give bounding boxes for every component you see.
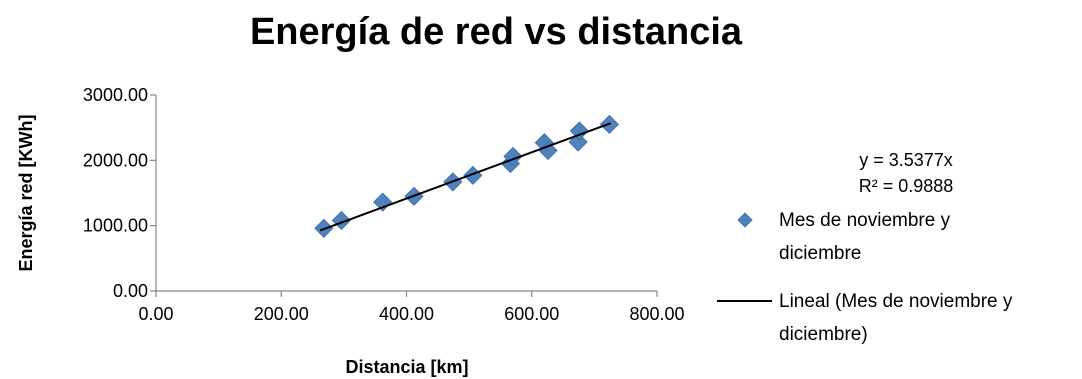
legend-marker-diamond (737, 212, 753, 228)
legend-label-series: diciembre (779, 243, 861, 264)
x-tick-label: 800.00 (629, 304, 684, 324)
trendline-r-squared: R² = 0.9888 (859, 176, 954, 196)
data-point (373, 192, 393, 212)
legend: Mes de noviembre y diciembre Lineal (Mes d… (717, 210, 1013, 345)
x-tick-label: 600.00 (504, 304, 559, 324)
x-axis-title: Distancia [km] (345, 357, 468, 377)
x-tick-label: 400.00 (379, 304, 434, 324)
legend-label-trendline: Lineal (Mes de noviembre y (779, 291, 1013, 312)
legend-label-series: Mes de noviembre y (779, 210, 951, 231)
x-tick-label: 0.00 (138, 304, 173, 324)
y-tick-label: 3000.00 (83, 85, 148, 105)
y-tick-label: 0.00 (113, 281, 148, 301)
y-axis-title: Energía red [KWh] (16, 114, 36, 271)
legend-label-trendline: diciembre) (779, 324, 868, 345)
data-point (503, 146, 523, 166)
plot-area: 0.00 1000.00 2000.00 3000.00 0.00 200.00 400.0… (83, 85, 685, 324)
chart-title: Energía de red vs distancia (250, 11, 743, 53)
x-tick-label: 200.00 (254, 304, 309, 324)
trendline-equation: y = 3.5377x (859, 150, 953, 170)
y-tick-label: 2000.00 (83, 150, 148, 170)
y-tick-label: 1000.00 (83, 216, 148, 236)
trendline (319, 122, 612, 232)
